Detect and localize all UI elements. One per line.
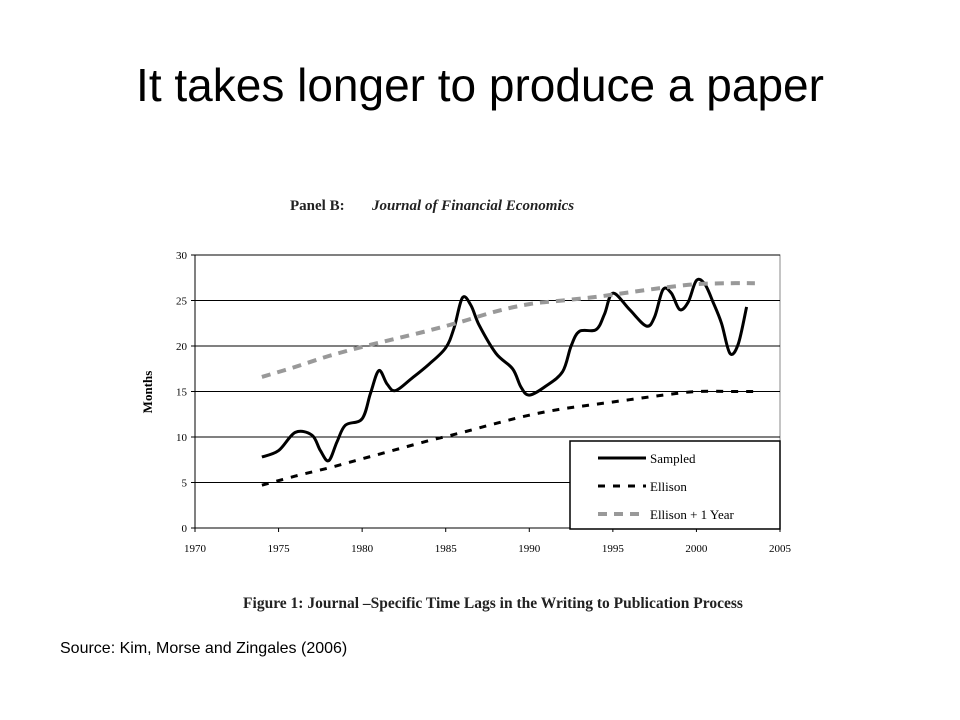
panel-label: Panel B:	[290, 198, 345, 214]
y-axis-label: Months	[140, 371, 155, 414]
figure-caption: Figure 1: Journal –Specific Time Lags in…	[243, 595, 743, 612]
panel-journal: Journal of Financial Economics	[371, 198, 574, 214]
y-tick-label-15: 15	[176, 387, 188, 399]
y-tick-label-20: 20	[176, 341, 188, 353]
legend-label-1: Ellison	[650, 479, 687, 494]
legend-label-0: Sampled	[650, 451, 696, 466]
x-tick-label-1980: 1980	[351, 543, 374, 555]
x-tick-label-1995: 1995	[602, 543, 625, 555]
series-line-ellison-1-year	[261, 281, 755, 379]
x-tick-label-1970: 1970	[184, 543, 207, 555]
series-line-ellison	[261, 389, 755, 487]
plot-area: 0 5 10 15 20 25 30 1970 1975 1980 1985 1990 1995 2000…	[176, 250, 792, 555]
legend-label-2: Ellison + 1 Year	[650, 507, 735, 522]
y-tick-label-0: 0	[182, 523, 188, 535]
x-tick-label-2005: 2005	[769, 543, 792, 555]
x-tick-label-2000: 2000	[685, 543, 708, 555]
y-tick-label-25: 25	[176, 296, 188, 308]
x-tick-label-1975: 1975	[268, 543, 291, 555]
y-tick-label-10: 10	[176, 432, 188, 444]
x-tick-label-1990: 1990	[518, 543, 541, 555]
series-line-sampled	[261, 277, 749, 463]
y-tick-label-30: 30	[176, 250, 188, 262]
source-citation: Source: Kim, Morse and Zingales (2006)	[60, 640, 348, 657]
slide-title: It takes longer to produce a paper	[136, 59, 824, 111]
y-tick-label-5: 5	[182, 478, 188, 490]
x-tick-label-1985: 1985	[435, 543, 458, 555]
